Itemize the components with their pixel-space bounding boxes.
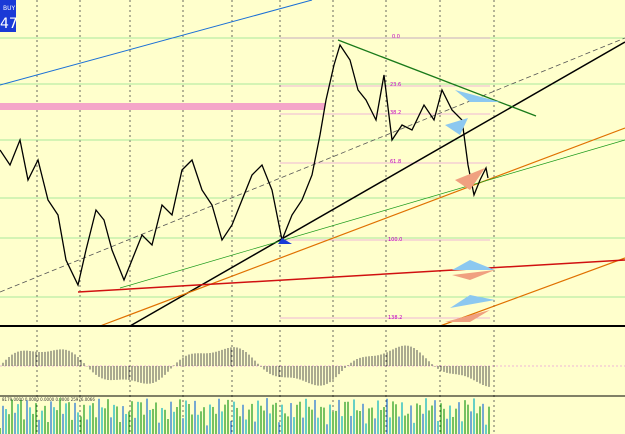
zone-markers <box>445 90 500 322</box>
volume-caption: 8179.0000 0.0000 0.0000 0.0000 25976.006… <box>2 397 95 402</box>
price-line <box>0 43 489 287</box>
oscillator <box>2 345 490 387</box>
fib-label: 138.2 <box>388 315 402 321</box>
trendline <box>129 41 625 327</box>
trendline <box>337 39 537 117</box>
fib-label: 0.0 <box>392 34 400 40</box>
channel-line <box>0 37 625 293</box>
fib-label: 38.2 <box>390 110 401 116</box>
fib-label: 100.0 <box>388 237 402 243</box>
arrow-marker <box>278 238 292 244</box>
trendline <box>119 139 625 289</box>
fib-label: 61.8 <box>390 159 401 165</box>
trade-price[interactable]: 47 <box>0 16 18 32</box>
trendline <box>0 0 313 86</box>
fib-label: 23.6 <box>390 82 401 88</box>
trendline <box>77 259 625 293</box>
trendline <box>439 257 625 327</box>
zone-band <box>0 103 325 110</box>
trendline <box>99 127 625 327</box>
trade-panel[interactable] <box>0 0 16 32</box>
volume-bars <box>0 398 490 434</box>
trade-side[interactable]: BUY <box>3 5 16 12</box>
